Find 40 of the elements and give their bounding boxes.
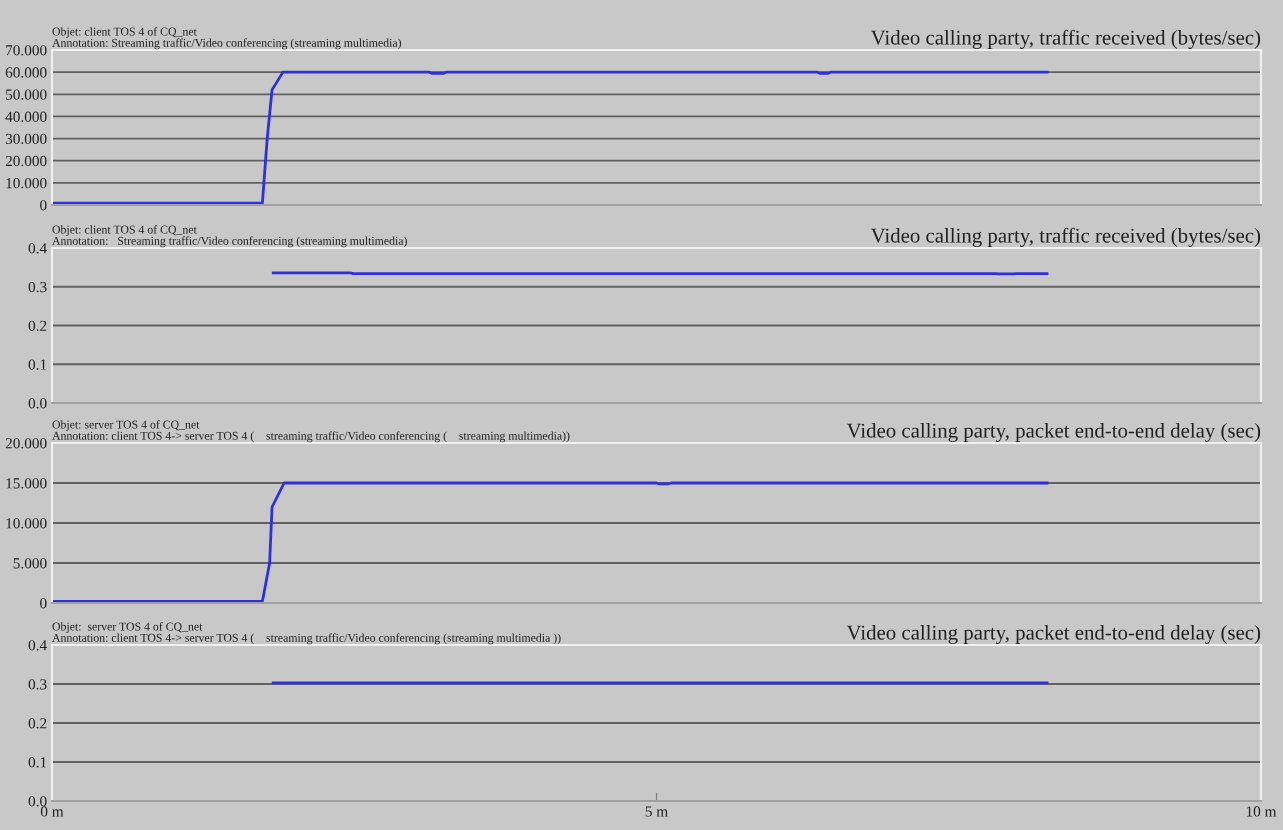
y-tick-label: 0.4 (28, 640, 47, 651)
y-tick-label: 40.000 (5, 111, 47, 122)
chart-subtitle: Objet: server TOS 4 of CQ_net (52, 420, 200, 431)
chart-subtitle: Objet: server TOS 4 of CQ_net (52, 622, 203, 633)
x-tick-label: 10 m (1246, 806, 1277, 817)
y-tick-label: 0.3 (28, 679, 47, 690)
y-tick-label: 0.0 (28, 398, 47, 409)
text: Annotation: Streaming traffic/Video conferencing (streaming multimedia) (52, 38, 402, 50)
y-tick-label: 50.000 (6, 89, 47, 100)
y-tick-label: 0 (40, 598, 47, 609)
y-tick-label: 60.000 (5, 67, 47, 78)
y-tick-label: 20.000 (5, 155, 47, 167)
y-tick-label: 10.000 (6, 518, 47, 529)
text: Annotation: client TOS 4-> server TOS 4 ( streaming traffic/Video conferencing ( streaming multimedia)) (52, 431, 570, 443)
y-tick-label: 70.000 (6, 45, 47, 56)
line-series (52, 70, 1049, 205)
chart-title: Video calling party, traffic received (bytes/sec) (870, 29, 1261, 49)
y-tick-label: 0.0 (28, 796, 47, 807)
y-tick-label: 0 (40, 200, 47, 211)
y-tick-label: 0.3 (28, 281, 47, 293)
y-tick-label: 5.000 (13, 558, 47, 569)
chart-title: Video calling party, packet end-to-end delay (sec) (846, 624, 1261, 644)
text: Annotation: Streaming traffic/Video conferencing (streaming multimedia) (52, 236, 407, 248)
y-tick-label: 0.4 (28, 243, 47, 254)
chart-title: Video calling party, traffic received (bytes/sec) (870, 227, 1261, 247)
y-tick-label: 0.1 (28, 359, 47, 370)
chart-subtitle: Objet: client TOS 4 of CQ_net (52, 27, 197, 38)
text: Annotation: client TOS 4-> server TOS 4 ( streaming traffic/Video conferencing (streaming multimedia )) (52, 633, 561, 645)
y-tick-label: 30.000 (5, 133, 47, 145)
y-tick-label: 15.000 (6, 478, 47, 489)
y-tick-label: 20.000 (5, 438, 47, 449)
x-tick-label: 5 m (645, 806, 668, 817)
y-tick-label: 10.000 (6, 178, 47, 189)
chart-title: Video calling party, packet end-to-end delay (sec) (846, 422, 1261, 442)
x-tick-label: 0 m (40, 806, 64, 817)
line-series (52, 481, 1049, 603)
y-tick-label: 0.2 (28, 320, 47, 332)
y-tick-label: 0.1 (28, 757, 47, 768)
chart-subtitle: Objet: client TOS 4 of CQ_net (52, 225, 197, 236)
y-tick-label: 0.2 (28, 718, 47, 729)
